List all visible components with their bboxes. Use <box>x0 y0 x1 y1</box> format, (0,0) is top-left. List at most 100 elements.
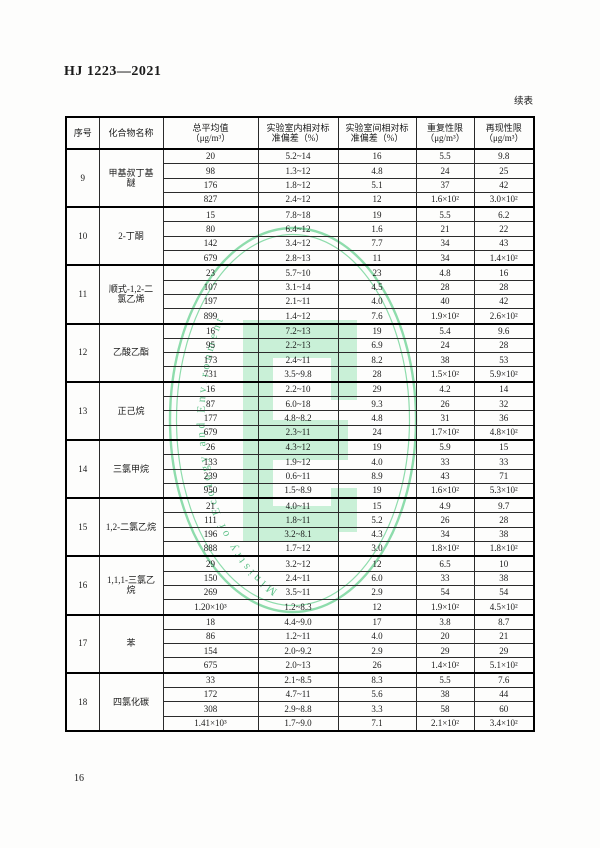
table-row: 111 1.8~11 5.2 26 28 <box>66 512 535 528</box>
table-cell: 2.0~13 <box>257 657 339 674</box>
table-cell: 29 <box>473 643 535 659</box>
table-row: 679 2.3~11 24 1.7×10² 4.8×10² <box>66 424 535 441</box>
table-cell: 2.3~11 <box>257 424 339 441</box>
table-cell: 24 <box>415 337 475 354</box>
table-cell: 133 <box>162 454 259 470</box>
table-row: 18 四氯化碳 33 2.1~8.5 8.3 5.5 7.6 <box>65 671 535 732</box>
table-cell: 5.3×10² <box>473 482 535 499</box>
table-cell: 196 <box>162 526 259 543</box>
table-cell: 8.2 <box>337 352 417 368</box>
table-cell: 22 <box>473 221 535 237</box>
table-cell: 239 <box>162 468 259 484</box>
table-cell: 71 <box>473 468 535 484</box>
table-cell: 5.9×10² <box>473 366 535 383</box>
table-cell: 2.1×10² <box>415 715 475 732</box>
table-cell: 34 <box>415 250 475 266</box>
table-cell: 6.5 <box>415 555 475 572</box>
table-cell: 38 <box>415 352 475 368</box>
table-cell: 34 <box>415 526 475 543</box>
table-cell: 4.8 <box>337 410 417 426</box>
table-cell: 6.0 <box>337 570 417 586</box>
table-cell: 6.9 <box>337 337 417 354</box>
table-cell: 5.5 <box>415 671 475 688</box>
table-cell: 1.8×10² <box>415 541 475 557</box>
table-cell: 8.7 <box>473 613 535 630</box>
table-cell: 43 <box>415 468 475 484</box>
table-cell: 3.3 <box>337 701 417 717</box>
table-cell: 2.2~13 <box>257 337 339 354</box>
table-row: 269 3.5~11 2.9 54 54 <box>66 584 535 601</box>
table-cell: 899 <box>162 308 259 325</box>
header-repeatability: 重复性限 （μg/m³） <box>415 116 475 150</box>
table-row: 239 0.6~11 8.9 43 71 <box>66 468 535 484</box>
header-total-mean: 总平均值 （μg/m³） <box>162 116 259 150</box>
table-cell: 4.0 <box>337 628 417 645</box>
table-cell: 18 <box>162 613 259 630</box>
table-row: 17 苯 18 4.4~9.0 17 3.8 8.7 <box>65 613 535 674</box>
table-cell: 1.6 <box>337 221 417 237</box>
table-cell: 3.2~8.1 <box>257 526 339 543</box>
table-cell: 6.0~18 <box>257 396 339 412</box>
table-cell: 4.8×10² <box>473 424 535 441</box>
table-cell: 3.0 <box>337 541 417 557</box>
compound-index: 13 <box>65 380 100 441</box>
table-row: 731 3.5~9.8 28 1.5×10² 5.9×10² <box>66 366 535 383</box>
compound-index: 10 <box>65 206 100 266</box>
table-cell: 16 <box>162 380 259 398</box>
table-cell: 4.9 <box>415 497 475 514</box>
compound-name: 三氯甲烷 <box>98 438 164 499</box>
table-row: 899 1.4~12 7.6 1.9×10² 2.6×10² <box>66 308 535 325</box>
table-cell: 5.6 <box>337 686 417 703</box>
table-row: 9 甲基叔丁基 醚 20 5.2~14 16 5.5 9.8 <box>65 147 535 208</box>
table-row: 308 2.9~8.8 3.3 58 60 <box>66 701 535 717</box>
table-cell: 14 <box>473 380 535 398</box>
table-cell: 43 <box>473 235 535 252</box>
table-cell: 5.7~10 <box>257 264 339 281</box>
standard-code: HJ 1223—2021 <box>64 64 162 79</box>
table-cell: 1.7×10² <box>415 424 475 441</box>
compound-index: 12 <box>65 322 100 383</box>
table-cell: 44 <box>473 686 535 703</box>
table-cell: 15 <box>337 497 417 514</box>
header-reproducibility: 再现性限 （μg/m³） <box>473 116 535 150</box>
table-cell: 1.2~11 <box>257 628 339 645</box>
table-cell: 1.9~12 <box>257 454 339 470</box>
table-row: 133 1.9~12 4.0 33 33 <box>66 454 535 470</box>
table-row: 86 1.2~11 4.0 20 21 <box>66 628 535 645</box>
table-cell: 1.8×10² <box>473 541 535 557</box>
table-cell: 40 <box>415 293 475 310</box>
table-row: 14 三氯甲烷 26 4.3~12 19 5.9 15 <box>65 438 535 499</box>
table-cell: 28 <box>473 279 535 295</box>
table-cell: 17 <box>337 613 417 630</box>
table-cell: 25 <box>473 163 535 179</box>
table-cell: 150 <box>162 570 259 586</box>
table-cell: 16 <box>337 148 417 165</box>
table-cell: 58 <box>415 701 475 717</box>
table-cell: 54 <box>473 584 535 601</box>
table-cell: 21 <box>162 497 259 514</box>
table-cell: 3.4×10² <box>473 715 535 732</box>
table-cell: 7.2~13 <box>257 322 339 339</box>
table-cell: 11 <box>337 250 417 266</box>
table-cell: 24 <box>415 163 475 179</box>
table-cell: 2.1~8.5 <box>257 671 339 688</box>
table-cell: 12 <box>337 555 417 572</box>
table-cell: 87 <box>162 396 259 412</box>
table-cell: 36 <box>473 410 535 426</box>
table-cell: 2.9 <box>337 584 417 601</box>
compound-index: 14 <box>65 438 100 499</box>
table-cell: 173 <box>162 352 259 368</box>
table-cell: 29 <box>415 643 475 659</box>
table-cell: 4.8 <box>337 163 417 179</box>
table-cell: 7.8~18 <box>257 206 339 223</box>
table-cell: 38 <box>415 686 475 703</box>
compound-name: 1,2-二氯乙烷 <box>98 497 164 557</box>
table-row: 150 2.4~11 6.0 33 38 <box>66 570 535 586</box>
table-cell: 19 <box>337 322 417 339</box>
table-cell: 269 <box>162 584 259 601</box>
table-cell: 2.1~11 <box>257 293 339 310</box>
table-cell: 26 <box>415 396 475 412</box>
table-cell: 107 <box>162 279 259 295</box>
table-cell: 19 <box>337 482 417 499</box>
